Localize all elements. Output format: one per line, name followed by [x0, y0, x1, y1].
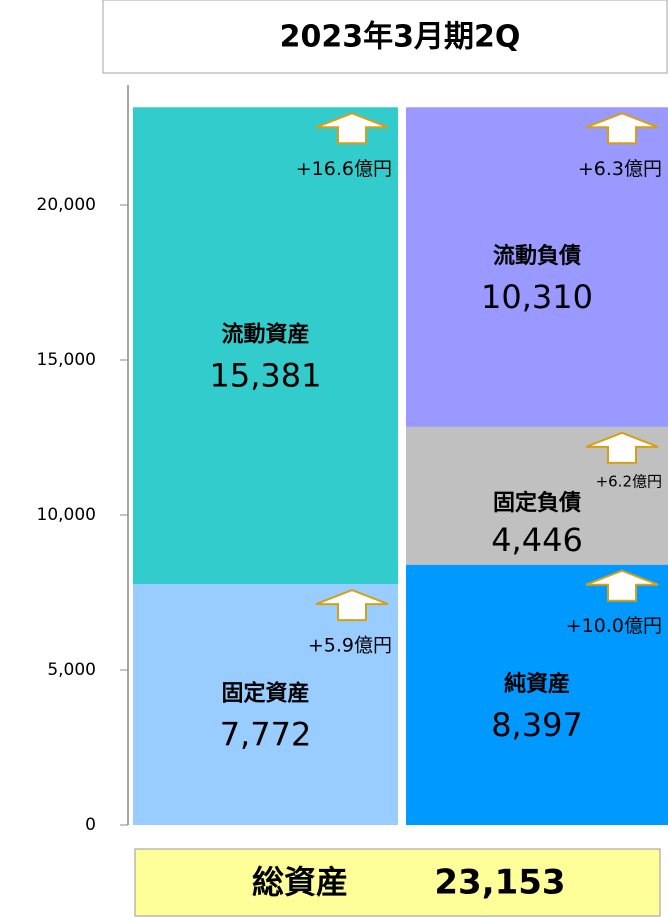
arrow-icon	[585, 431, 659, 464]
segment-name: 固定負債	[493, 490, 581, 516]
arrow-icon	[585, 569, 659, 602]
bar-segment	[406, 564, 668, 825]
segment-name: 流動負債	[493, 243, 581, 269]
value-label: 7,772	[220, 716, 312, 754]
bar-segment	[133, 107, 398, 585]
change-annotation: +6.2億円	[596, 472, 662, 490]
bar-segment	[133, 584, 398, 825]
value-label: 15,381	[210, 357, 322, 395]
total-label: 総資産	[252, 863, 348, 901]
change-annotation: +5.9億円	[308, 635, 392, 657]
segment-name: 固定資産	[221, 681, 309, 707]
y-tick-label: 0	[85, 815, 96, 835]
arrow-icon	[585, 112, 659, 145]
total-box	[134, 848, 661, 917]
change-annotation: +10.0億円	[566, 615, 662, 637]
change-annotation: +6.3億円	[578, 158, 662, 180]
chart-title: 2023年3月期2Q	[280, 20, 521, 55]
y-tick-label: 20,000	[37, 195, 96, 215]
segment-name: 純資産	[504, 671, 570, 697]
y-tick-label: 5,000	[47, 660, 96, 680]
value-label: 10,310	[481, 278, 593, 316]
segment-name: 流動資産	[221, 322, 309, 348]
arrow-icon	[315, 588, 389, 622]
value-label: 4,446	[491, 521, 583, 559]
bar-segment	[406, 107, 668, 427]
y-tick-label: 15,000	[37, 350, 96, 370]
y-tick-label: 10,000	[37, 505, 96, 525]
value-label: 8,397	[491, 706, 583, 744]
change-annotation: +16.6億円	[296, 158, 392, 180]
arrow-icon	[315, 112, 389, 145]
total-value: 23,153	[434, 863, 565, 903]
title-box	[102, 0, 668, 74]
